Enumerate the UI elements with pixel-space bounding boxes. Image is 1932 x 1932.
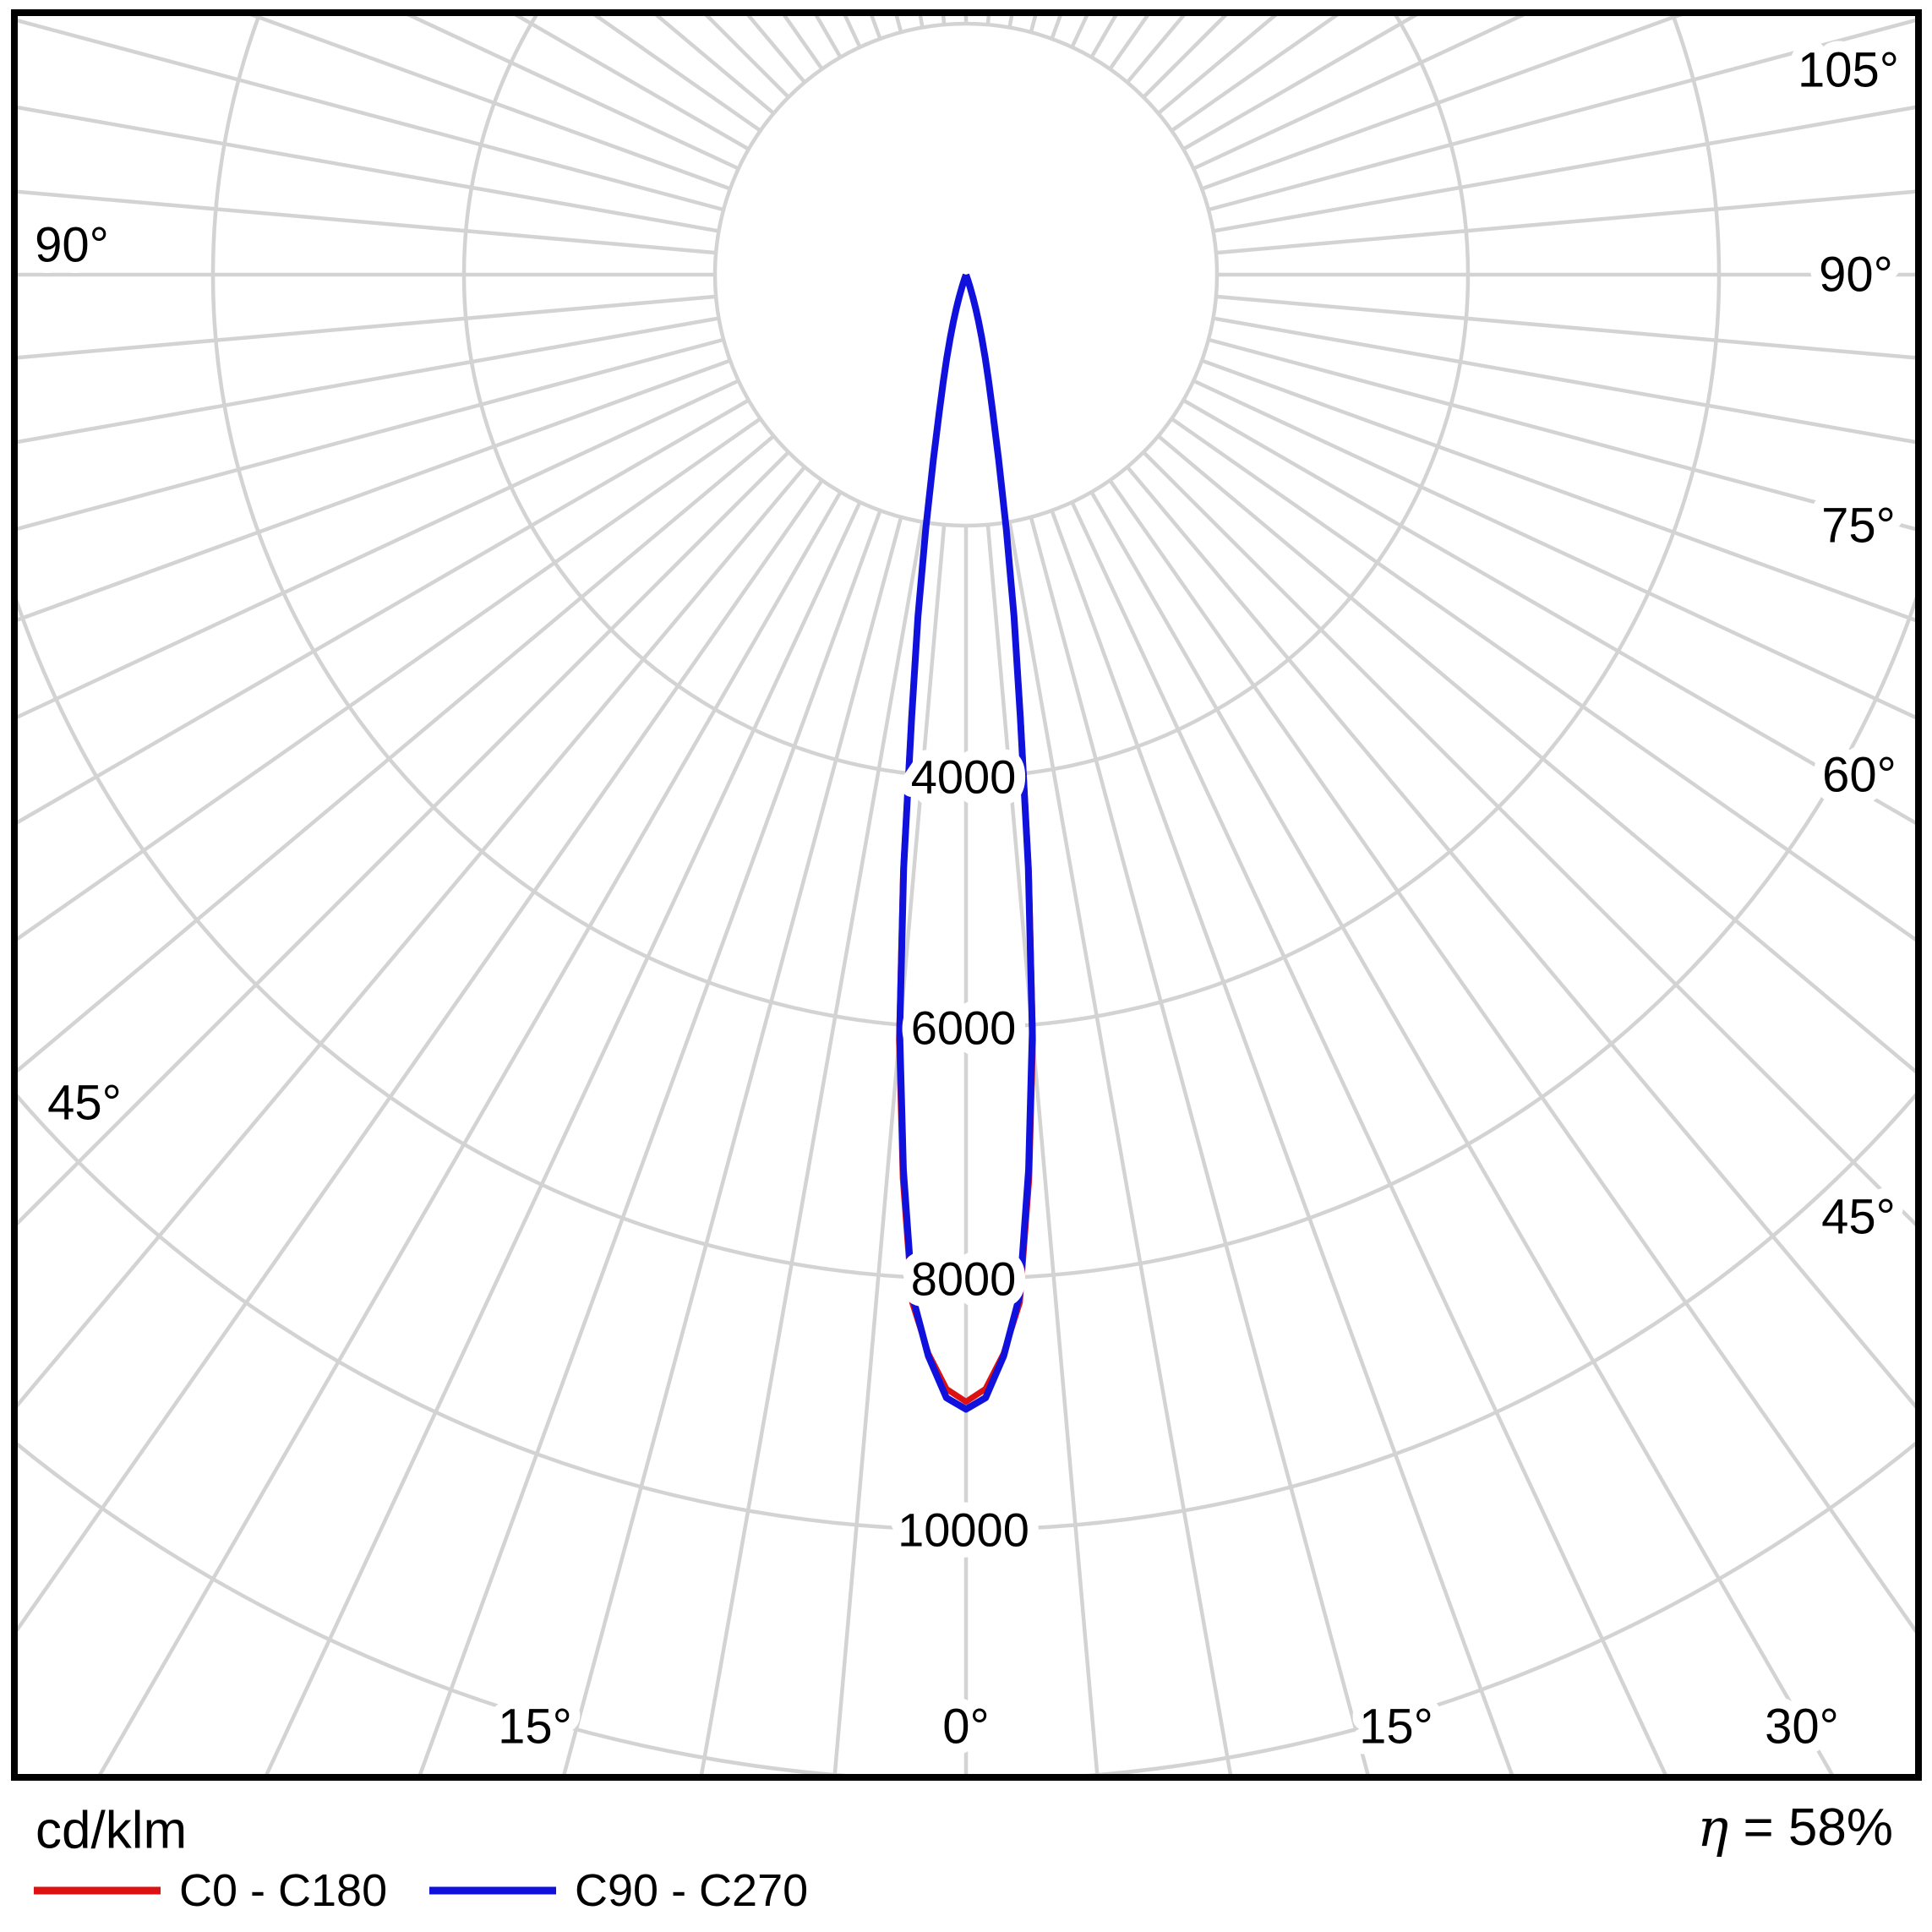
legend-label-c90-c270: C90 - C270 — [575, 1865, 808, 1916]
grid-radial-65deg — [1192, 379, 1918, 722]
diagram-footer: cd/klm C0 - C180 C90 - C270 η = 58% — [34, 1797, 1893, 1916]
grid-radial-100deg — [1213, 104, 1918, 233]
grid-radial-280deg — [14, 316, 719, 445]
grid-radial-160deg — [1050, 13, 1064, 40]
grid-radial-30deg — [1089, 491, 1836, 1777]
grid-radial-340deg — [417, 510, 882, 1777]
grid-radial-315deg — [14, 450, 790, 1230]
grid-radial-310deg — [14, 434, 775, 1076]
grid-radial-250deg — [240, 13, 731, 191]
grid-labels: 4000 6000 8000 10000 105° 90° 75° 60° 45° 90° 45° 1… — [24, 32, 1910, 1766]
angle-label-9-15deg: 15° — [1359, 1700, 1433, 1755]
grid-radial-35deg — [1108, 478, 1918, 1639]
grid-radial-110deg — [1201, 13, 1692, 191]
grid-radial-55deg — [1170, 417, 1918, 944]
angle-label-3-60deg: 60° — [1822, 748, 1897, 803]
curve-C90-C270 — [896, 273, 1036, 1413]
grid-radial-50deg — [1157, 434, 1918, 1077]
grid-radial-60deg — [1182, 398, 1918, 827]
grid-radial-200deg — [868, 13, 882, 40]
angle-label-1-90deg: 90° — [1819, 248, 1893, 303]
grid-radial-330deg — [96, 491, 843, 1777]
ring-label-4000: 4000 — [911, 750, 1017, 804]
ring-label-8000: 8000 — [911, 1253, 1017, 1306]
angle-label-2-75deg: 75° — [1821, 499, 1896, 554]
grid-radial-40deg — [1126, 466, 1918, 1413]
grid-radial-295deg — [14, 379, 740, 721]
grid-radial-335deg — [263, 501, 862, 1777]
angle-label-0-105deg: 105° — [1798, 43, 1899, 98]
grid-radial-300deg — [14, 398, 750, 827]
grid-radial-265deg — [14, 189, 717, 255]
grid-radial-20deg — [1050, 510, 1515, 1777]
grid-radial-5deg — [985, 524, 1100, 1777]
eta-value: = 58% — [1728, 1798, 1893, 1857]
grid-radial-345deg — [561, 516, 903, 1777]
ring-label-10000: 10000 — [898, 1504, 1029, 1557]
efficiency-label: η = 58% — [1697, 1797, 1893, 1858]
grid-radial-305deg — [14, 417, 762, 944]
grid-radial-245deg — [399, 13, 740, 171]
grid-radial-240deg — [508, 13, 750, 151]
grid-radial-260deg — [14, 105, 719, 233]
grid-radial-45deg — [1142, 450, 1918, 1231]
grid-radial-320deg — [14, 466, 806, 1412]
units-label: cd/klm — [35, 1802, 187, 1860]
grid-radial-285deg — [14, 337, 724, 532]
angle-label-7-15deg: 15° — [498, 1700, 572, 1755]
grid-radial-325deg — [14, 478, 824, 1638]
grid-radial-80deg — [1213, 316, 1918, 445]
ring-label-6000: 6000 — [911, 1001, 1017, 1055]
grid-radial-25deg — [1070, 501, 1669, 1777]
angle-label-6-45deg: 45° — [47, 1076, 122, 1131]
angle-label-4-45deg: 45° — [1821, 1190, 1896, 1245]
plot-border — [11, 9, 1922, 1781]
grid-radial-235deg — [588, 13, 762, 133]
grid-radial-290deg — [14, 358, 731, 624]
angle-label-5-90deg: 90° — [35, 218, 109, 273]
grid-radial-255deg — [14, 17, 724, 212]
grid-radial-85deg — [1215, 294, 1918, 360]
grid-radial-10deg — [1007, 521, 1233, 1777]
grid-radial-105deg — [1208, 17, 1918, 212]
grid-radial-275deg — [14, 294, 717, 360]
grid-radial-15deg — [1029, 516, 1371, 1777]
grid-radial-95deg — [1215, 189, 1918, 255]
grid-radial-75deg — [1208, 337, 1918, 532]
eta-symbol: η — [1697, 1797, 1728, 1858]
intensity-curves — [896, 273, 1036, 1413]
grid-radial-355deg — [832, 524, 947, 1777]
grid-radial-350deg — [699, 521, 925, 1777]
angle-label-8-0deg: 0° — [942, 1700, 989, 1755]
grid-radial-70deg — [1201, 358, 1918, 624]
angle-label-10-30deg: 30° — [1765, 1700, 1839, 1755]
legend-label-c0-c180: C0 - C180 — [179, 1865, 387, 1916]
